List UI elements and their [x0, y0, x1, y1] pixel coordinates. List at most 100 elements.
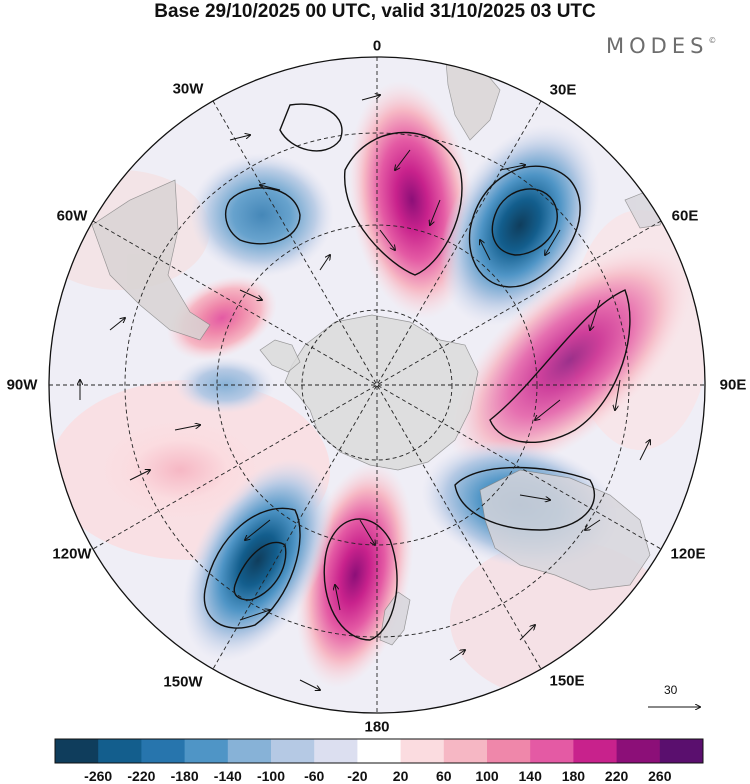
antarctic-peninsula: [259, 339, 301, 373]
wind-arrow: [430, 199, 441, 225]
wind-arrow: [480, 240, 491, 261]
height-contours: [203, 103, 631, 641]
meridian-line: [92, 220, 662, 550]
lon-label-120w: 120W: [52, 545, 92, 563]
colorbar-swatch: [98, 739, 142, 763]
colorbar-swatch: [141, 739, 186, 763]
contour-line: [468, 165, 581, 288]
colorbar-swatch: [616, 739, 661, 763]
wind-arrow: [174, 425, 200, 431]
colorbar-swatch: [573, 739, 618, 763]
colorbar-tick-label: 60: [436, 768, 452, 784]
wind-arrow: [319, 255, 330, 271]
colorbar-swatch: [443, 739, 488, 763]
contour-line: [344, 131, 463, 276]
colorbar-tick-label: -220: [127, 768, 156, 784]
positive-anomaly-lobe: [100, 420, 260, 520]
colorbar-swatch: [184, 739, 229, 763]
colorbar-tick-label: -100: [256, 768, 286, 784]
wind-arrow: [535, 399, 561, 420]
wind-vectors: [80, 95, 650, 690]
lon-label-0: 0: [372, 37, 382, 55]
colorbar-tick-label: -60: [304, 768, 325, 784]
contour-line: [279, 103, 343, 152]
colorbar-tick-label: 260: [648, 768, 672, 784]
south-america-landmass: [91, 179, 211, 341]
colorbar-swatch: [271, 739, 315, 763]
colorbar-swatch: [357, 739, 402, 763]
lon-label-30e: 30E: [549, 81, 577, 99]
wind-arrow: [519, 494, 550, 500]
colorbar-swatch: [487, 739, 531, 763]
lon-label-150w: 150W: [163, 673, 203, 691]
colorbar-tick-label: -20: [347, 768, 368, 784]
map-title: Base 29/10/2025 00 UTC, valid 31/10/2025…: [154, 1, 596, 22]
colorbar-tick-label: 180: [561, 768, 586, 784]
wind-arrow: [379, 229, 395, 250]
graticule: [49, 57, 705, 713]
wind-arrow: [260, 185, 281, 191]
contour-line: [491, 188, 558, 256]
colorbar-tick-label: 140: [518, 768, 542, 784]
wind-arrow: [129, 470, 150, 481]
colorbar-border: [54, 738, 704, 764]
wind-arrow: [395, 149, 411, 170]
wind-arrow: [239, 610, 270, 621]
contour-line: [323, 518, 398, 641]
colorbar-tick-label: -140: [213, 768, 242, 784]
colorbar-swatch: [55, 739, 99, 763]
wind-arrow: [299, 679, 320, 690]
australia-landmass: [479, 469, 651, 591]
wind-arrow: [639, 440, 650, 461]
wind-reference-value: 30: [664, 683, 678, 697]
latitude-circle: [124, 132, 630, 638]
negative-anomaly-lobe: [440, 124, 600, 326]
lon-label-180: 180: [364, 718, 390, 736]
colorbar-tick-label: 20: [392, 768, 409, 784]
modes-logo: MODES©: [606, 34, 716, 58]
wind-arrow: [359, 519, 375, 545]
contour-line: [454, 466, 596, 531]
lon-label-120e: 120E: [670, 545, 706, 563]
colorbar-tick-label: 100: [475, 768, 499, 784]
map-disk-content: [49, 57, 705, 713]
positive-anomaly-lobe: [167, 275, 277, 361]
latitude-circle: [216, 224, 538, 546]
colorbar-swatch: [400, 739, 445, 763]
wind-arrow: [245, 519, 271, 540]
map-border: [48, 56, 706, 714]
negative-anomaly-lobe: [190, 153, 334, 277]
lon-label-60e: 60E: [671, 207, 699, 225]
colorbar-tick-label: -180: [170, 768, 199, 784]
wind-arrow: [499, 165, 525, 171]
colorbar-swatch: [659, 739, 704, 763]
lon-label-60w: 60W: [56, 207, 88, 225]
wind-arrow: [335, 585, 341, 611]
contour-line: [233, 541, 287, 601]
colorbar-swatch: [227, 739, 272, 763]
colorbar-swatch: [314, 739, 358, 763]
brand-mark: ©: [708, 36, 717, 45]
colorbar-tick-label: 220: [604, 768, 629, 784]
lon-label-90e: 90E: [719, 376, 747, 394]
wind-arrow: [449, 650, 465, 661]
wind-arrow: [239, 289, 262, 300]
lon-label-30w: 30W: [172, 80, 204, 98]
positive-anomaly-lobe: [448, 246, 692, 474]
wind-arrow: [545, 229, 561, 255]
contour-line: [203, 507, 301, 629]
colorbar-swatch: [530, 739, 574, 763]
contour-line: [489, 289, 631, 443]
colorbar: [54, 738, 704, 764]
meridian-line: [212, 100, 542, 670]
new-zealand-landmass: [379, 591, 411, 646]
meridian-line: [212, 100, 542, 670]
colorbar-tick-label: -260: [84, 768, 113, 784]
lon-label-150e: 150E: [549, 672, 585, 690]
wind-arrow: [109, 318, 125, 331]
wind-arrow: [229, 135, 250, 141]
brand-name: MODES: [606, 34, 709, 58]
wind-arrow: [590, 299, 601, 330]
wind-arrow: [585, 519, 601, 530]
